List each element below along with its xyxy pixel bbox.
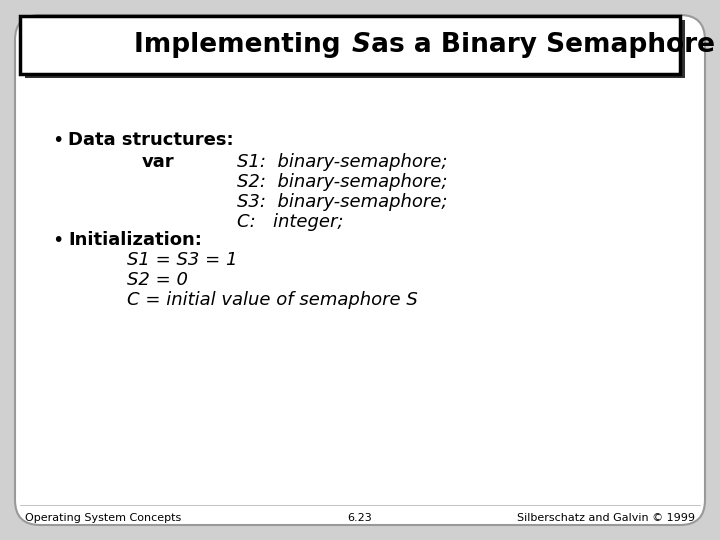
Text: S2:  binary-semaphore;: S2: binary-semaphore; [237,173,448,191]
Text: Data structures:: Data structures: [68,131,233,149]
Text: C:   integer;: C: integer; [237,213,343,231]
FancyBboxPatch shape [15,15,705,525]
Text: var: var [142,153,175,171]
Text: Operating System Concepts: Operating System Concepts [25,513,181,523]
Text: Silberschatz and Galvin © 1999: Silberschatz and Galvin © 1999 [517,513,695,523]
Text: S2 = 0: S2 = 0 [127,271,188,289]
FancyBboxPatch shape [20,16,680,74]
Text: Initialization:: Initialization: [68,231,202,249]
Text: S: S [352,32,371,58]
Text: C = initial value of semaphore S: C = initial value of semaphore S [127,291,418,309]
FancyBboxPatch shape [25,20,685,78]
Text: S1:  binary-semaphore;: S1: binary-semaphore; [237,153,448,171]
Text: Implementing: Implementing [134,32,350,58]
Text: •: • [52,231,63,249]
Text: as a Binary Semaphore: as a Binary Semaphore [362,32,715,58]
Text: S3:  binary-semaphore;: S3: binary-semaphore; [237,193,448,211]
Text: S1 = S3 = 1: S1 = S3 = 1 [127,251,238,269]
Text: •: • [52,131,63,150]
Text: 6.23: 6.23 [348,513,372,523]
